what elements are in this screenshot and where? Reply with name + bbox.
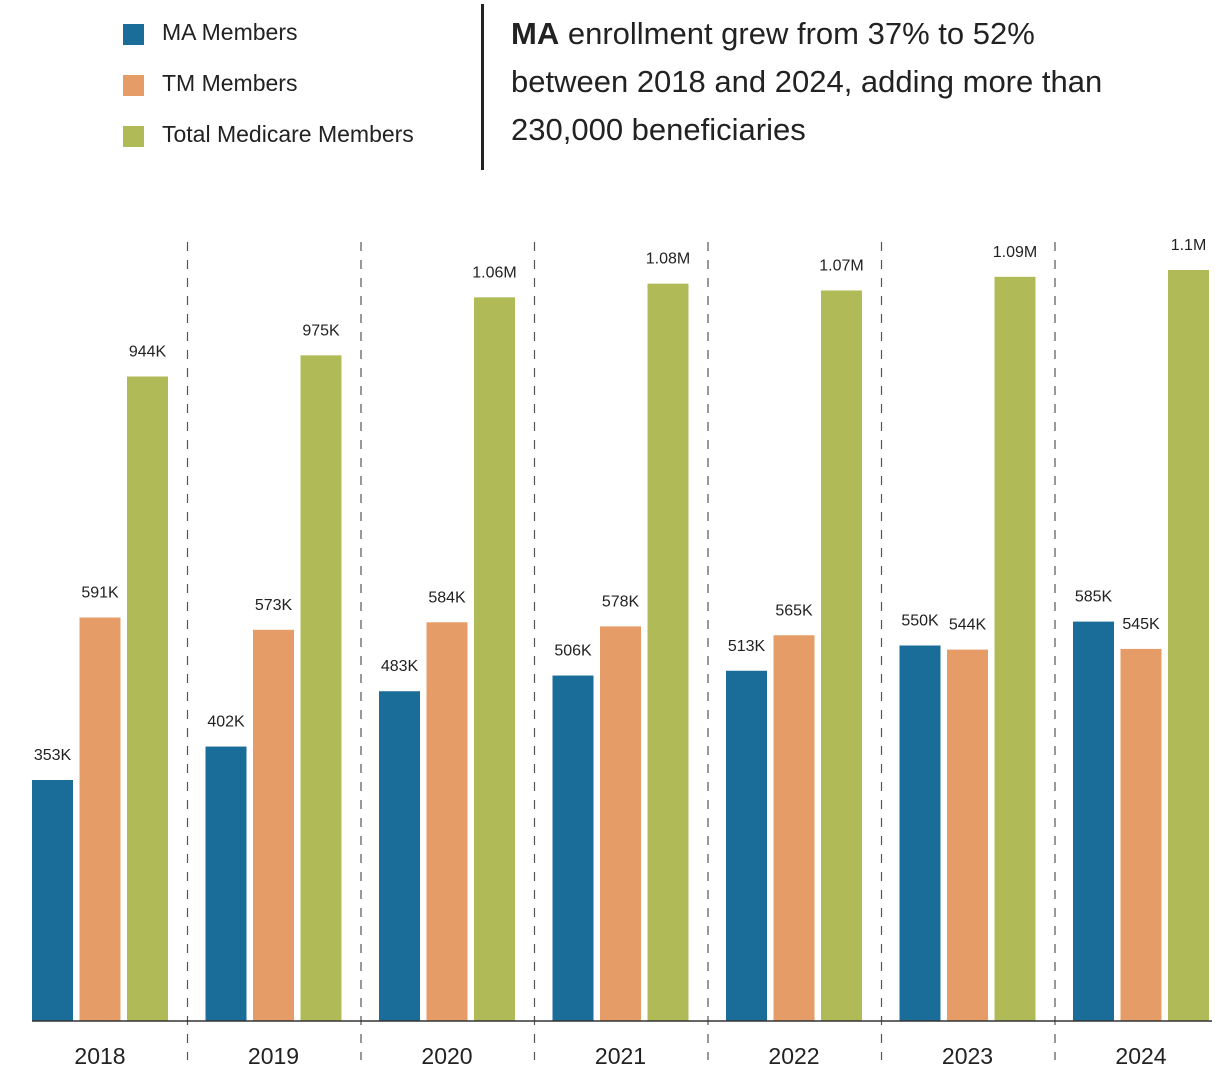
chart-headline: MA enrollment grew from 37% to 52% betwe…	[511, 10, 1151, 154]
legend-swatch-tm-members	[123, 75, 144, 96]
bar-total-medicare-members-2021	[647, 283, 689, 1021]
bar-tm-members-2021	[600, 626, 641, 1021]
bar-ma-members-2020	[379, 691, 420, 1021]
data-label-ma-members-2022: 513K	[728, 638, 766, 655]
data-label-total-medicare-members-2024: 1.1M	[1171, 237, 1207, 254]
bar-ma-members-2021	[552, 675, 594, 1021]
data-label-ma-members-2020: 483K	[381, 658, 419, 675]
bar-total-medicare-members-2023	[994, 276, 1036, 1021]
data-label-tm-members-2018: 591K	[81, 585, 119, 602]
bar-ma-members-2023	[899, 645, 941, 1021]
data-label-total-medicare-members-2020: 1.06M	[472, 264, 516, 281]
x-tick-label-2023: 2023	[942, 1043, 993, 1066]
data-label-tm-members-2022: 565K	[775, 602, 813, 619]
data-label-total-medicare-members-2023: 1.09M	[993, 244, 1037, 261]
bar-total-medicare-members-2018	[127, 376, 168, 1021]
legend-label-total-medicare-members: Total Medicare Members	[162, 121, 414, 147]
data-label-tm-members-2019: 573K	[255, 597, 293, 614]
data-label-tm-members-2023: 544K	[949, 617, 987, 634]
bar-total-medicare-members-2020	[474, 297, 515, 1021]
bar-total-medicare-members-2019	[300, 355, 342, 1021]
bar-ma-members-2024	[1073, 621, 1114, 1021]
x-tick-label-2022: 2022	[768, 1043, 819, 1066]
x-tick-label-2020: 2020	[421, 1043, 472, 1066]
data-label-total-medicare-members-2018: 944K	[129, 344, 167, 361]
data-label-ma-members-2019: 402K	[207, 714, 245, 731]
headline-strong-text: MA	[511, 16, 560, 51]
data-label-ma-members-2018: 353K	[34, 747, 72, 764]
bar-ma-members-2019	[205, 746, 247, 1021]
x-tick-label-2021: 2021	[595, 1043, 646, 1066]
legend-label-ma-members: MA Members	[162, 19, 298, 45]
data-label-ma-members-2021: 506K	[554, 643, 592, 660]
headline-rest-text: enrollment grew from 37% to 52% between …	[511, 16, 1103, 147]
bar-tm-members-2019	[253, 629, 294, 1021]
legend-swatch-ma-members	[123, 24, 144, 45]
x-tick-label-2019: 2019	[248, 1043, 299, 1066]
x-tick-label-2018: 2018	[74, 1043, 125, 1066]
bar-tm-members-2022	[773, 635, 815, 1021]
data-label-total-medicare-members-2022: 1.07M	[819, 257, 863, 274]
bar-ma-members-2022	[726, 670, 767, 1021]
data-label-tm-members-2024: 545K	[1122, 616, 1160, 633]
legend-swatch-total-medicare-members	[123, 126, 144, 147]
data-label-total-medicare-members-2021: 1.08M	[646, 251, 690, 268]
data-label-tm-members-2021: 578K	[602, 593, 640, 610]
legend-label-tm-members: TM Members	[162, 70, 298, 96]
data-label-ma-members-2023: 550K	[901, 613, 939, 630]
bar-ma-members-2018	[32, 779, 73, 1021]
bar-total-medicare-members-2022	[821, 290, 862, 1021]
bar-tm-members-2024	[1120, 648, 1162, 1021]
x-tick-label-2024: 2024	[1115, 1043, 1166, 1066]
bar-tm-members-2018	[79, 617, 121, 1021]
data-label-ma-members-2024: 585K	[1075, 589, 1113, 606]
bar-tm-members-2020	[426, 622, 468, 1021]
data-label-tm-members-2020: 584K	[428, 589, 466, 606]
bar-total-medicare-members-2024	[1168, 270, 1209, 1021]
bar-tm-members-2023	[947, 649, 988, 1021]
data-label-total-medicare-members-2019: 975K	[302, 322, 340, 339]
headline-divider	[481, 4, 484, 170]
grouped-bar-chart: 353K 591K 944K 2018 402K 573K 975K 2019 483K 584K…	[32, 237, 1212, 1066]
